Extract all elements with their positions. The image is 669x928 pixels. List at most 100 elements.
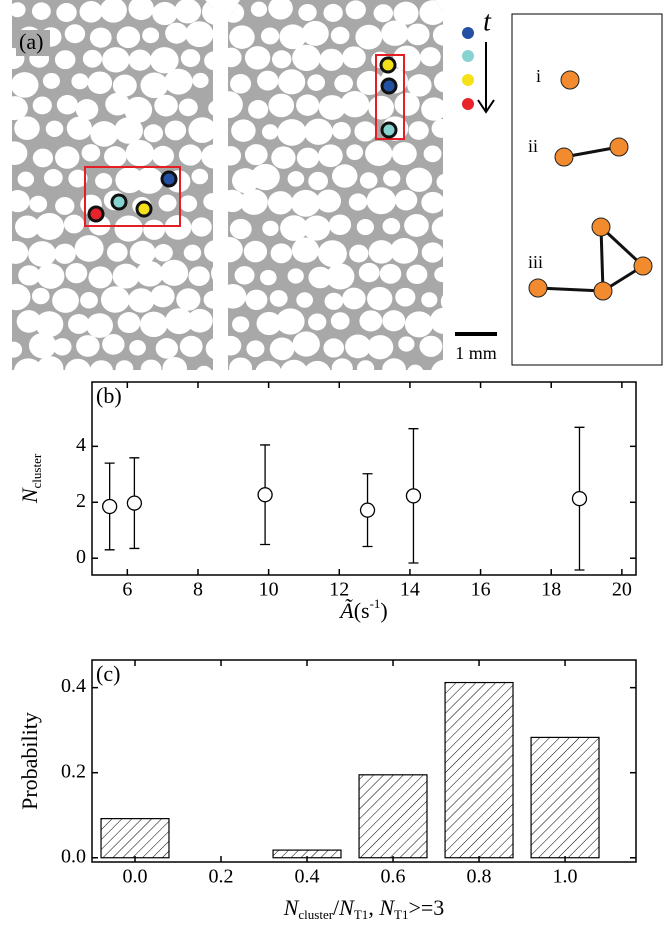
foam-cell	[114, 117, 143, 143]
foam-cell	[323, 4, 342, 22]
foam-cell	[54, 244, 76, 264]
foam-cell	[232, 316, 249, 332]
foam-cell	[204, 291, 223, 309]
panel-label: (a)	[19, 29, 43, 54]
foam-cell	[276, 308, 305, 334]
foam-cell	[14, 116, 40, 140]
foam-cell	[129, 340, 146, 356]
foam-cell	[382, 218, 400, 234]
legend-dot	[462, 74, 474, 86]
foam-cell	[154, 244, 173, 261]
foam-cell	[223, 3, 244, 23]
bubble-marker	[382, 123, 396, 137]
foam-cell	[251, 164, 280, 190]
foam-cell	[102, 47, 129, 72]
foam-cell	[5, 342, 22, 358]
x-label-part: -1	[370, 596, 381, 611]
x-tick-label: 0.6	[381, 866, 406, 888]
foam-cell	[33, 149, 53, 168]
foam-cell	[319, 49, 343, 71]
foam-cell	[288, 171, 305, 186]
foam-cell	[318, 144, 343, 167]
foam-cell	[126, 140, 155, 166]
foam-cell	[245, 144, 268, 165]
foam-cell	[215, 237, 242, 262]
foam-cell	[261, 27, 279, 44]
foam-cell	[160, 260, 188, 286]
foam-cell	[220, 146, 241, 165]
foam-cell	[2, 284, 31, 310]
x-label-part: ,	[368, 895, 379, 920]
foam-cell	[102, 334, 124, 355]
x-tick-label: 0.4	[295, 866, 320, 888]
foam-cell	[90, 28, 112, 48]
foam-cell	[204, 240, 228, 263]
foam-cell	[88, 266, 112, 288]
foam-cell	[367, 187, 396, 214]
foam-cell	[355, 25, 382, 50]
foam-image	[2, 0, 244, 385]
foam-cell	[28, 241, 56, 267]
foam-cell	[434, 71, 458, 93]
foam-cell	[151, 285, 175, 307]
x-tick-label: 10	[259, 579, 279, 601]
foam-cell	[187, 309, 213, 333]
foam-cell	[57, 95, 78, 114]
foam-cell	[140, 312, 168, 337]
foam-cell	[430, 308, 458, 334]
foam-cell	[2, 96, 28, 120]
foam-cell	[383, 170, 400, 186]
x-tick-label: 8	[193, 579, 203, 601]
x-label-part: N	[283, 895, 300, 920]
foam-cell	[37, 263, 65, 288]
foam-cell	[271, 146, 295, 168]
foam-cell	[419, 0, 446, 25]
x-label-part: >=3	[408, 895, 444, 920]
foam-cell	[357, 360, 374, 376]
legend-dot	[462, 98, 474, 110]
x-tick-label: 18	[541, 579, 561, 601]
foam-cell	[272, 50, 291, 68]
x-label-part: )	[380, 598, 387, 623]
foam-cell	[262, 221, 278, 236]
foam-cell	[179, 144, 202, 165]
foam-cell	[33, 96, 52, 114]
foam-cell	[359, 263, 380, 282]
foam-cell	[380, 264, 402, 284]
foam-cell	[409, 121, 429, 140]
foam-cell	[35, 213, 64, 240]
time-label: t	[483, 6, 492, 37]
foam-cell	[88, 71, 112, 94]
data-point	[127, 496, 141, 510]
foam-cell	[104, 146, 127, 167]
foam-cell	[162, 357, 187, 380]
foam-cell	[67, 117, 92, 140]
cluster-label: ii	[528, 136, 538, 156]
cluster-label: iii	[528, 252, 543, 272]
foam-cell	[71, 73, 88, 89]
foam-cell	[136, 261, 164, 287]
foam-cell	[405, 311, 433, 337]
foam-cell	[55, 146, 79, 169]
foam-cell	[422, 242, 444, 262]
foam-cell	[436, 174, 454, 191]
foam-cell	[180, 336, 203, 357]
foam-cell	[288, 268, 304, 283]
foam-cell	[143, 220, 165, 240]
foam-cell	[443, 0, 472, 23]
foam-cell	[230, 74, 251, 94]
foam-cell	[56, 3, 76, 22]
foam-cell	[3, 241, 28, 264]
foam-cell	[444, 236, 469, 259]
x-tick-label: 20	[612, 579, 632, 601]
foam-cell	[244, 241, 267, 263]
foam-cell	[296, 292, 313, 308]
data-point	[258, 488, 272, 502]
foam-cell	[381, 21, 409, 46]
foam-cell	[44, 169, 63, 186]
foam-cell	[304, 119, 332, 145]
foam-cell	[214, 91, 243, 118]
foam-cell	[65, 359, 91, 383]
foam-cell	[432, 119, 452, 138]
foam-cell	[229, 25, 254, 49]
